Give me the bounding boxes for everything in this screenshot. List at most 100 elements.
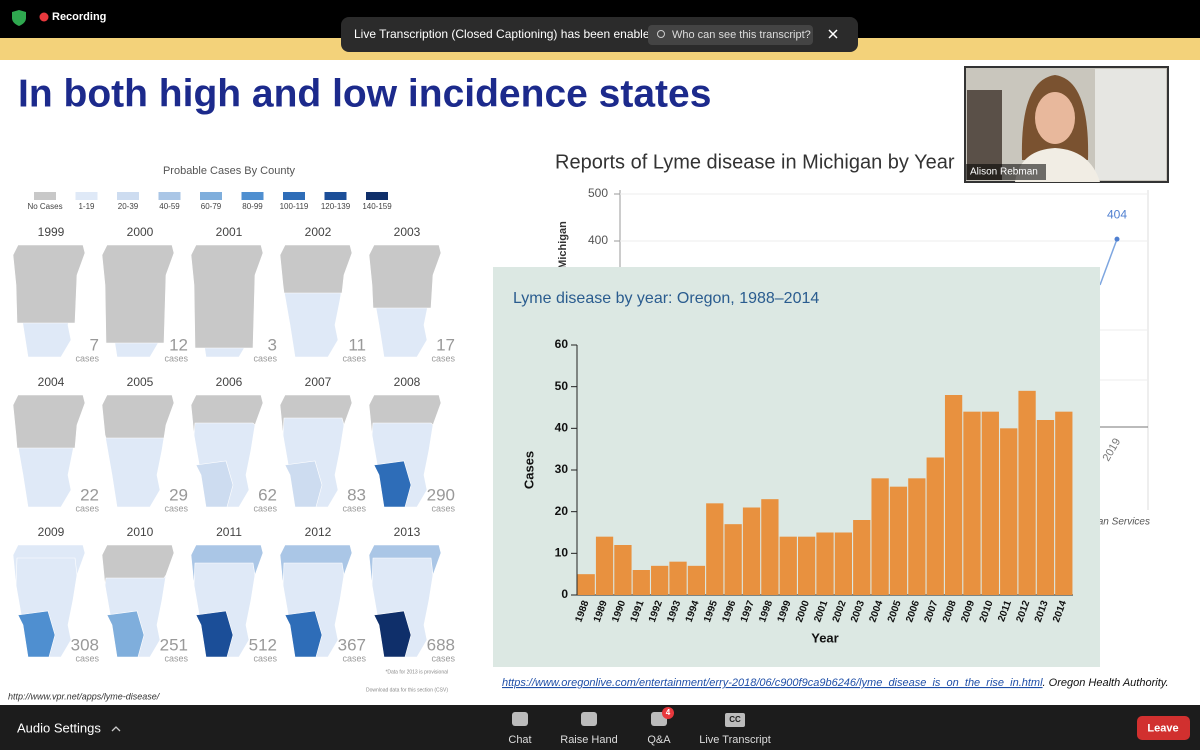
- map-cases-label: cases: [253, 503, 277, 513]
- map-cases-label: cases: [342, 353, 366, 363]
- map-cases-label: cases: [253, 353, 277, 363]
- button-label: Chat: [508, 734, 531, 746]
- map-cases: 251: [160, 635, 188, 654]
- y-tick-label: 60: [555, 337, 569, 351]
- bar: [889, 486, 908, 595]
- map-region: [279, 544, 353, 586]
- button-label: Raise Hand: [560, 734, 617, 746]
- map-year: 2008: [394, 375, 421, 389]
- legend-label: 120-139: [321, 202, 351, 211]
- map-region: [12, 544, 86, 586]
- map-region: [373, 610, 412, 658]
- michigan-point-label: 404: [1107, 207, 1127, 221]
- record-dot: [39, 12, 49, 22]
- y-tick-label: 50: [555, 379, 569, 393]
- map-cases: 367: [338, 635, 366, 654]
- michigan-source: an Services: [1098, 517, 1150, 528]
- map-region: [373, 460, 412, 508]
- y-tick-label: 20: [555, 504, 569, 518]
- map-cases: 29: [169, 485, 188, 504]
- legend-swatch: [117, 192, 139, 200]
- toolbar-button[interactable]: 4 Q&A: [647, 707, 674, 746]
- map-cases: 22: [80, 485, 99, 504]
- map-cases: 308: [71, 635, 99, 654]
- toolbar-button[interactable]: CC Live Transcript: [699, 713, 771, 746]
- michigan-tick-label: 400: [588, 233, 608, 247]
- map-year: 2003: [394, 225, 421, 239]
- map-year: 2001: [216, 225, 243, 239]
- bar: [669, 561, 687, 595]
- map-title: Probable Cases By County: [163, 165, 296, 177]
- michigan-point: [1114, 236, 1120, 242]
- bar: [908, 478, 926, 595]
- toolbar-button[interactable]: Raise Hand: [560, 712, 618, 746]
- bar: [981, 411, 999, 595]
- legend-swatch: [34, 192, 56, 200]
- map-cases: 11: [348, 335, 366, 354]
- bar: [853, 520, 871, 595]
- map-year: 2002: [305, 225, 332, 239]
- map-region: [12, 244, 86, 324]
- audio-settings[interactable]: Audio Settings: [17, 720, 101, 735]
- legend-label: No Cases: [27, 202, 62, 211]
- close-icon[interactable]: [828, 29, 838, 39]
- map-region: [17, 610, 56, 658]
- bar: [742, 507, 761, 595]
- map-region: [106, 610, 145, 658]
- michigan-title: Reports of Lyme disease in Michigan by Y…: [555, 151, 955, 173]
- map-year: 2010: [127, 525, 154, 539]
- map-region: [101, 244, 175, 344]
- map-region: [368, 394, 442, 436]
- map-region: [12, 394, 86, 449]
- x-axis-label: Year: [811, 630, 838, 645]
- map-cases: 290: [427, 485, 455, 504]
- bar: [834, 532, 853, 595]
- map-cases: 3: [268, 335, 277, 354]
- leave-button[interactable]: [1137, 716, 1190, 740]
- button-label: Q&A: [647, 734, 671, 746]
- badge: [662, 707, 674, 719]
- michigan-line: [1099, 238, 1118, 286]
- toolbar-button[interactable]: Chat: [508, 712, 532, 746]
- michigan-y-label: Michigan: [557, 221, 569, 269]
- legend-swatch: [283, 192, 305, 200]
- map-region: [368, 544, 442, 586]
- michigan-tick-label: 500: [588, 186, 608, 200]
- notification-text: Live Transcription (Closed Captioning) h…: [354, 27, 656, 41]
- y-tick-label: 30: [555, 462, 569, 476]
- caret[interactable]: [111, 726, 121, 732]
- map-cases-label: cases: [431, 653, 455, 663]
- legend-label: 100-119: [280, 202, 309, 211]
- bar: [779, 536, 797, 595]
- map-year: 2013: [394, 525, 421, 539]
- shield-icon: [12, 10, 26, 26]
- legend-label: 20-39: [118, 202, 139, 211]
- source-link[interactable]: https://www.oregonlive.com/entertainment…: [502, 677, 1043, 689]
- map-region: [284, 460, 323, 508]
- map-year: 1999: [38, 225, 65, 239]
- cc-label: CC: [729, 715, 741, 724]
- window: [1095, 69, 1166, 180]
- map-cases-label: cases: [164, 653, 188, 663]
- recording-label: Recording: [52, 11, 106, 23]
- map-year: 2005: [127, 375, 154, 389]
- button-icon: [512, 712, 528, 726]
- chart-title: Lyme disease by year: Oregon, 1988–2014: [513, 290, 819, 307]
- map-cases: 62: [258, 485, 277, 504]
- y-tick-label: 10: [555, 546, 569, 560]
- bar: [1000, 428, 1018, 595]
- legend-swatch: [200, 192, 222, 200]
- bar: [797, 536, 816, 595]
- person-icon: [657, 30, 665, 38]
- map-cases: 83: [347, 485, 366, 504]
- name-bg: [966, 164, 1046, 180]
- map-region: [190, 244, 264, 349]
- map-year: 2009: [38, 525, 65, 539]
- transcript-info-button[interactable]: [648, 25, 813, 45]
- legend-label: 140-159: [362, 202, 392, 211]
- bar: [926, 457, 944, 595]
- map-cases: 512: [249, 635, 277, 654]
- bar: [595, 536, 614, 595]
- map-note: *Data for 2013 is provisional: [385, 669, 448, 675]
- map-download: Download data for this section (CSV): [366, 687, 448, 693]
